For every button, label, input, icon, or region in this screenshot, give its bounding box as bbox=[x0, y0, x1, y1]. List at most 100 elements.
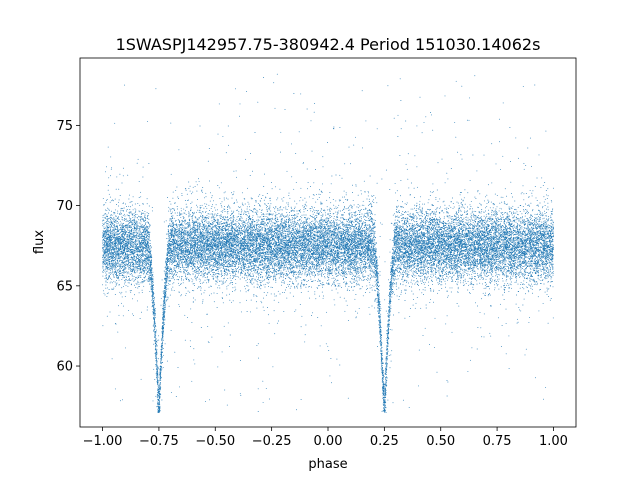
data-point bbox=[352, 241, 354, 242]
data-point bbox=[498, 268, 500, 270]
data-point bbox=[329, 239, 331, 241]
data-point bbox=[102, 266, 104, 268]
data-point bbox=[519, 220, 521, 222]
data-point bbox=[288, 267, 290, 268]
data-point bbox=[528, 263, 530, 265]
data-point bbox=[365, 120, 367, 122]
data-point bbox=[262, 218, 264, 220]
data-point bbox=[241, 269, 243, 271]
data-point bbox=[449, 267, 451, 269]
data-point bbox=[104, 264, 106, 266]
data-point bbox=[209, 266, 210, 268]
data-point bbox=[132, 217, 134, 219]
data-point bbox=[311, 227, 313, 229]
data-point bbox=[173, 248, 175, 250]
data-point bbox=[449, 223, 451, 225]
data-point bbox=[386, 366, 388, 368]
data-point bbox=[472, 225, 474, 226]
data-point bbox=[407, 214, 409, 216]
data-point bbox=[139, 272, 141, 274]
data-point bbox=[414, 155, 416, 157]
data-point bbox=[452, 248, 454, 250]
data-point bbox=[436, 217, 438, 219]
data-point bbox=[359, 211, 361, 213]
data-point bbox=[123, 256, 125, 258]
data-point bbox=[462, 221, 463, 223]
data-point bbox=[472, 225, 474, 227]
data-point bbox=[354, 225, 356, 227]
data-point bbox=[427, 253, 429, 255]
data-point bbox=[247, 216, 249, 218]
data-point bbox=[287, 267, 289, 269]
data-point bbox=[211, 230, 213, 232]
data-point bbox=[318, 223, 319, 225]
data-point bbox=[257, 343, 259, 345]
data-point bbox=[147, 269, 149, 271]
data-point bbox=[452, 256, 454, 258]
data-point bbox=[521, 217, 523, 219]
data-point bbox=[170, 218, 172, 219]
data-point bbox=[367, 277, 369, 279]
data-point bbox=[306, 281, 308, 282]
data-point bbox=[332, 258, 334, 259]
data-point bbox=[121, 264, 123, 266]
data-point bbox=[477, 305, 478, 307]
data-point bbox=[308, 251, 310, 253]
data-point bbox=[230, 222, 232, 224]
data-point bbox=[348, 224, 350, 225]
data-point bbox=[267, 217, 269, 219]
data-point bbox=[489, 237, 491, 239]
data-point bbox=[168, 210, 170, 212]
data-point bbox=[466, 219, 468, 221]
data-point bbox=[229, 270, 231, 272]
data-point bbox=[353, 274, 355, 276]
data-point bbox=[434, 249, 436, 251]
data-point bbox=[547, 241, 549, 242]
data-point bbox=[116, 220, 118, 222]
data-point bbox=[381, 178, 383, 180]
data-point bbox=[201, 189, 203, 191]
data-point bbox=[332, 275, 334, 277]
data-point bbox=[238, 225, 240, 227]
data-point bbox=[446, 172, 448, 174]
data-point bbox=[149, 234, 150, 236]
data-point bbox=[388, 315, 390, 317]
data-point bbox=[223, 206, 225, 207]
data-point bbox=[481, 277, 483, 279]
data-point bbox=[192, 233, 194, 235]
data-point bbox=[191, 266, 192, 267]
data-point bbox=[402, 269, 404, 271]
data-point bbox=[318, 273, 320, 275]
data-point bbox=[397, 272, 399, 274]
data-point bbox=[165, 283, 167, 285]
data-point bbox=[359, 259, 361, 261]
data-point bbox=[274, 258, 275, 260]
data-point bbox=[481, 244, 483, 246]
data-point bbox=[186, 262, 188, 264]
data-point bbox=[102, 222, 104, 224]
data-point bbox=[462, 221, 464, 223]
data-point bbox=[222, 281, 224, 283]
data-point bbox=[314, 223, 316, 225]
data-point bbox=[111, 278, 113, 280]
data-point bbox=[173, 274, 175, 276]
data-point bbox=[364, 252, 366, 254]
data-point bbox=[335, 280, 337, 282]
data-point bbox=[259, 216, 261, 218]
data-point bbox=[504, 287, 506, 288]
data-point bbox=[548, 288, 550, 290]
data-point bbox=[144, 240, 146, 242]
data-point bbox=[300, 252, 302, 254]
data-point bbox=[431, 246, 433, 248]
data-point bbox=[174, 236, 176, 238]
data-point bbox=[402, 223, 404, 224]
data-point bbox=[357, 271, 359, 273]
data-point bbox=[272, 277, 274, 279]
data-point bbox=[205, 263, 207, 265]
data-point bbox=[287, 269, 289, 271]
data-point bbox=[188, 255, 189, 257]
data-point bbox=[551, 265, 553, 267]
data-point bbox=[380, 356, 382, 357]
data-point bbox=[536, 284, 538, 286]
data-point bbox=[530, 235, 531, 237]
